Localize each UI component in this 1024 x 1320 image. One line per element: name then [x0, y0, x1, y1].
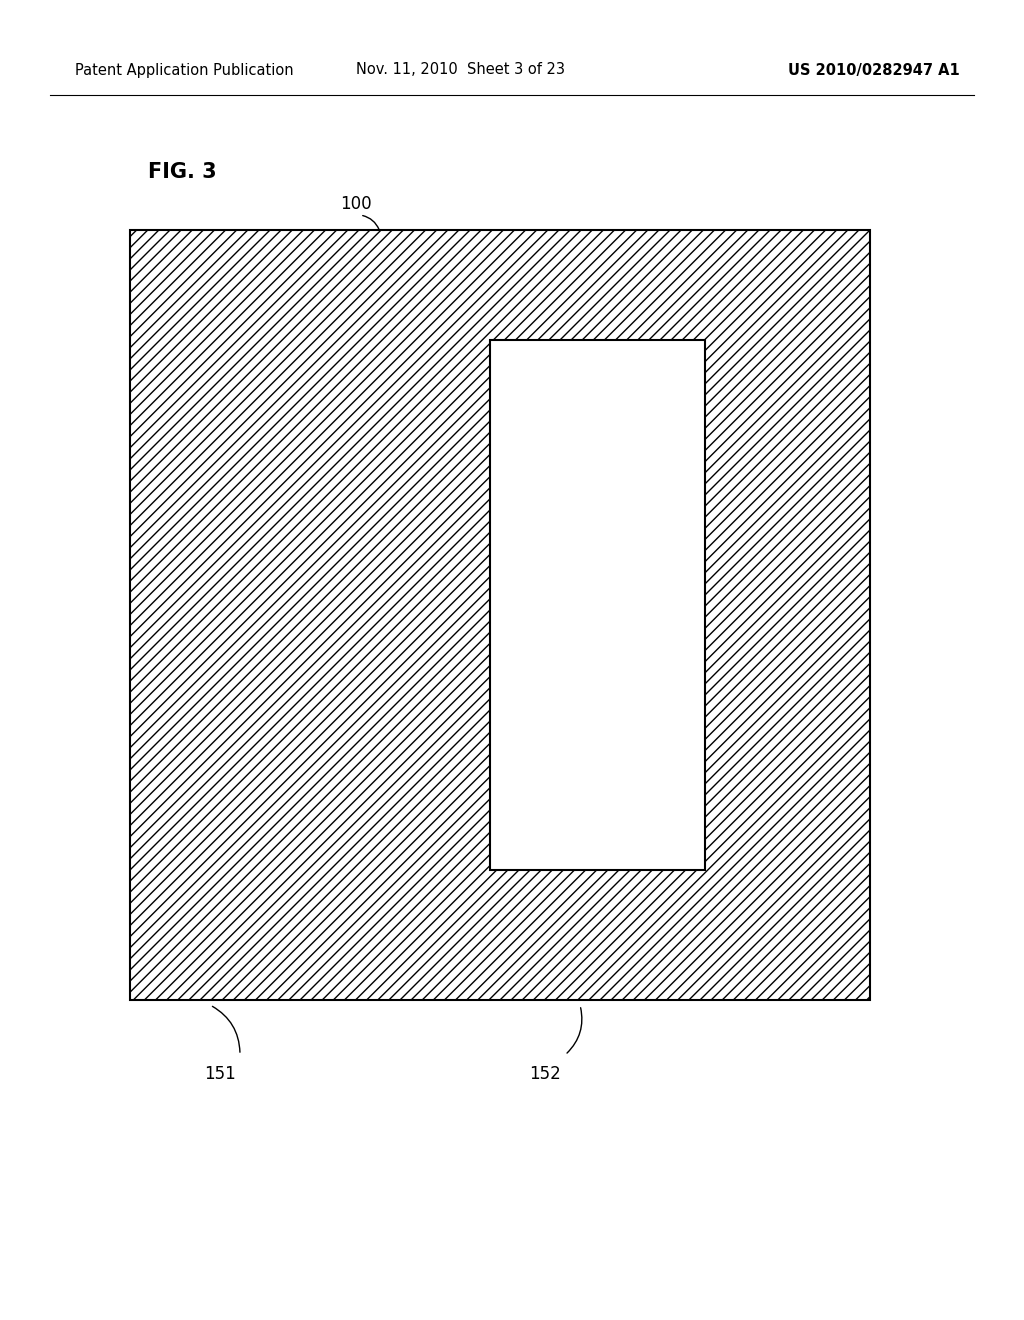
Text: 151: 151 [204, 1065, 236, 1082]
Text: US 2010/0282947 A1: US 2010/0282947 A1 [788, 62, 961, 78]
Bar [130, 230, 870, 1001]
Text: 100: 100 [340, 195, 372, 213]
Text: Patent Application Publication: Patent Application Publication [75, 62, 294, 78]
Text: Nov. 11, 2010  Sheet 3 of 23: Nov. 11, 2010 Sheet 3 of 23 [355, 62, 564, 78]
Text: FIG. 3: FIG. 3 [148, 162, 217, 182]
Text: 152: 152 [529, 1065, 561, 1082]
Bar [490, 341, 705, 870]
